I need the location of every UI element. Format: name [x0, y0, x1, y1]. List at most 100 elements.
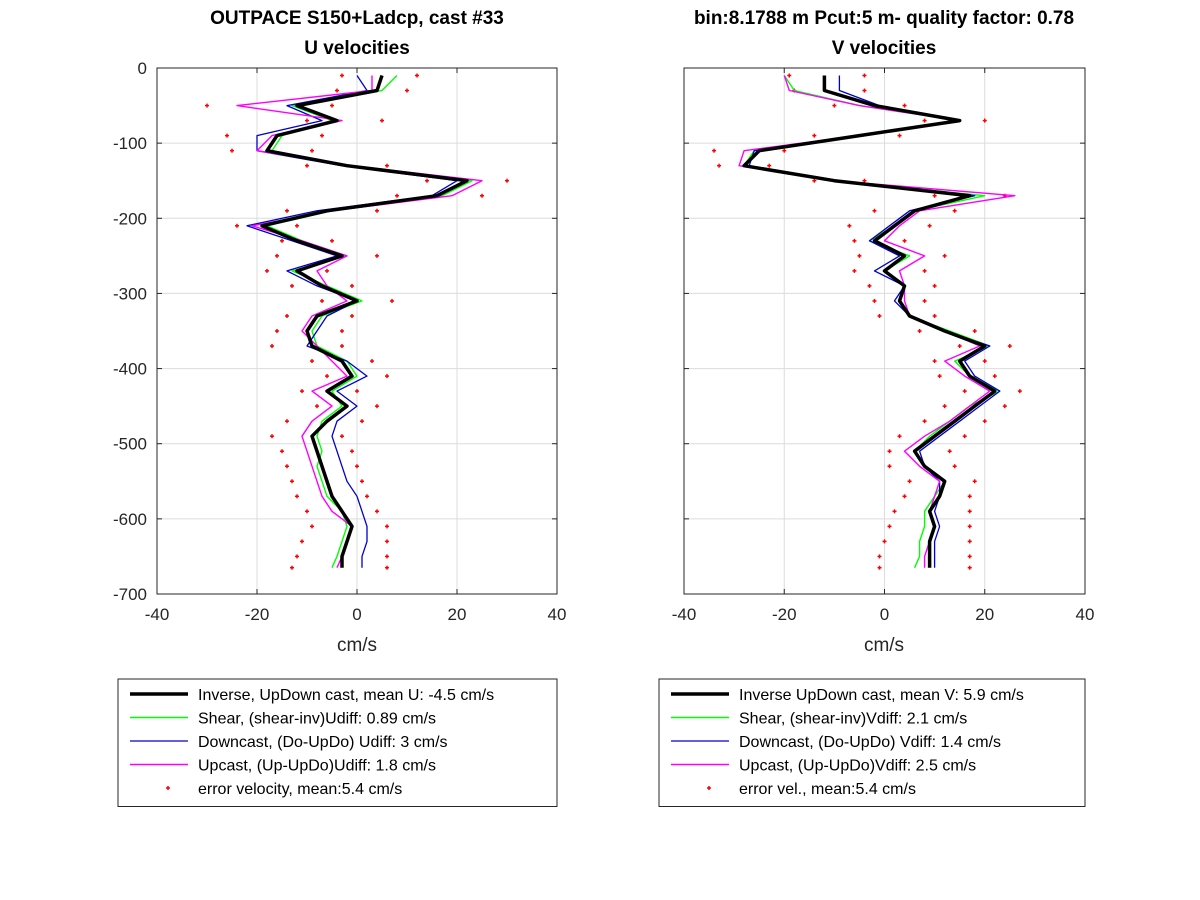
error-velocity-point [952, 464, 957, 469]
error-velocity-point [882, 539, 887, 544]
error-velocity-point [877, 313, 882, 318]
legend-upcast-label: Upcast, (Up-UpDo)Udiff: 1.8 cm/s [198, 758, 436, 775]
u-grid [157, 68, 557, 594]
error-velocity-point [275, 329, 279, 333]
error-velocity-point [897, 133, 902, 138]
error-velocity-point [1002, 404, 1007, 409]
error-velocity-point [902, 238, 907, 243]
error-velocity-point [340, 73, 344, 78]
error-velocity-point [962, 434, 967, 439]
error-velocity-point [907, 479, 912, 484]
error-velocity-point [982, 359, 987, 364]
error-velocity-point [505, 178, 509, 183]
v-legend: Inverse UpDown cast, mean V: 5.9 cm/s She… [658, 678, 1086, 807]
error-velocity-point [1017, 389, 1022, 394]
error-velocity-point [340, 329, 344, 333]
error-velocity-point [922, 419, 927, 424]
error-velocity-point [375, 208, 379, 213]
error-velocity-point [385, 524, 389, 529]
error-velocity-point [320, 133, 324, 138]
legend-inverse-label: Inverse, UpDown cast, mean U: -4.5 cm/s [198, 687, 494, 704]
error-velocity-point [932, 193, 937, 198]
error-velocity-point [225, 133, 229, 138]
legend-shear-label: Shear, (shear-inv)Udiff: 0.89 cm/s [198, 711, 436, 728]
error-velocity-point [852, 238, 857, 243]
legend-shear-label: Shear, (shear-inv)Vdiff: 2.1 cm/s [739, 711, 967, 728]
x-tick-label: 20 [975, 605, 994, 624]
error-velocity-point [967, 554, 972, 559]
error-velocity-point [205, 103, 209, 108]
error-velocity-point [310, 148, 314, 153]
y-tick-label: -100 [113, 134, 147, 153]
inverse-velocity-line [742, 75, 997, 568]
y-tick-label: -500 [113, 435, 147, 454]
upcast-velocity-line [738, 75, 1016, 568]
downcast-velocity-line [748, 75, 1001, 568]
error-velocity-point [992, 374, 997, 379]
shear-velocity-line [743, 75, 1001, 568]
v-ticks: -40 -20 0 20 40 [672, 67, 1094, 624]
error-velocity-point [967, 565, 972, 570]
error-velocity-point [887, 449, 892, 454]
error-velocity-point [877, 565, 882, 570]
legend-error-label: error velocity, mean:5.4 cm/s [198, 781, 402, 798]
left-title-line-1: OUTPACE S150+Ladcp, cast #33 [210, 8, 504, 29]
legend-upcast-label: Upcast, (Up-UpDo)Vdiff: 2.5 cm/s [739, 758, 976, 775]
error-velocity-point [295, 223, 299, 228]
error-velocity-point [315, 404, 319, 409]
error-velocity-point [425, 178, 429, 183]
y-tick-label: -600 [113, 510, 147, 529]
error-velocity-point [355, 464, 359, 469]
error-velocity-point [320, 298, 324, 303]
error-velocity-point [395, 193, 399, 198]
error-velocity-point [300, 389, 304, 394]
error-velocity-point [390, 298, 394, 303]
error-velocity-point [385, 539, 389, 544]
error-velocity-point [832, 103, 837, 108]
error-velocity-point [812, 133, 817, 138]
error-velocity-point [480, 193, 484, 198]
error-velocity-point [967, 524, 972, 529]
error-velocity-point [385, 374, 389, 379]
legend-downcast-label: Downcast, (Do-UpDo) Udiff: 3 cm/s [198, 734, 448, 751]
v-xlabel: cm/s [864, 635, 904, 656]
error-velocity-point [787, 73, 792, 78]
error-velocity-point [330, 238, 334, 243]
error-velocity-point [982, 118, 987, 123]
error-velocity-point [922, 118, 927, 123]
error-velocity-point [350, 313, 354, 318]
error-velocity-point [350, 283, 354, 288]
error-velocity-point [280, 449, 284, 454]
right-title-line-2: V velocities [832, 38, 937, 59]
error-velocity-point [275, 253, 279, 258]
legend-box [658, 678, 1086, 807]
error-velocity-point [962, 389, 967, 394]
error-velocity-point [937, 374, 942, 379]
error-velocity-point [847, 223, 852, 228]
error-velocity-point [862, 178, 867, 183]
error-velocity-point [375, 404, 379, 409]
v-grid [684, 68, 1085, 594]
error-velocity-point [355, 389, 359, 394]
u-velocity-axes: -40 -20 0 20 400-100-200-300-400-500-600-700… [113, 59, 566, 656]
error-velocity-point [330, 103, 334, 108]
error-velocity-point [295, 554, 299, 559]
error-velocity-point [375, 253, 379, 258]
right-title-line-1: bin:8.1788 m Pcut:5 m- quality factor: 0… [694, 8, 1074, 29]
y-tick-label: -300 [113, 284, 147, 303]
error-velocity-point [370, 359, 374, 364]
error-velocity-point [300, 539, 304, 544]
error-velocity-point [952, 208, 957, 213]
x-tick-label: 40 [548, 605, 567, 624]
error-velocity-point [325, 268, 329, 273]
u-ticks: -40 -20 0 20 400-100-200-300-400-500-600-700 [113, 59, 566, 624]
shear-velocity-line [266, 75, 473, 568]
error-velocity-point [902, 494, 907, 499]
error-velocity-point [887, 464, 892, 469]
error-velocity-point [972, 329, 977, 333]
legend-inverse-label: Inverse UpDown cast, mean V: 5.9 cm/s [739, 687, 1024, 704]
v-plot-area [712, 73, 1022, 570]
v-velocity-axes: -40 -20 0 20 40 cm/s [672, 67, 1094, 656]
error-velocity-point [340, 344, 344, 349]
